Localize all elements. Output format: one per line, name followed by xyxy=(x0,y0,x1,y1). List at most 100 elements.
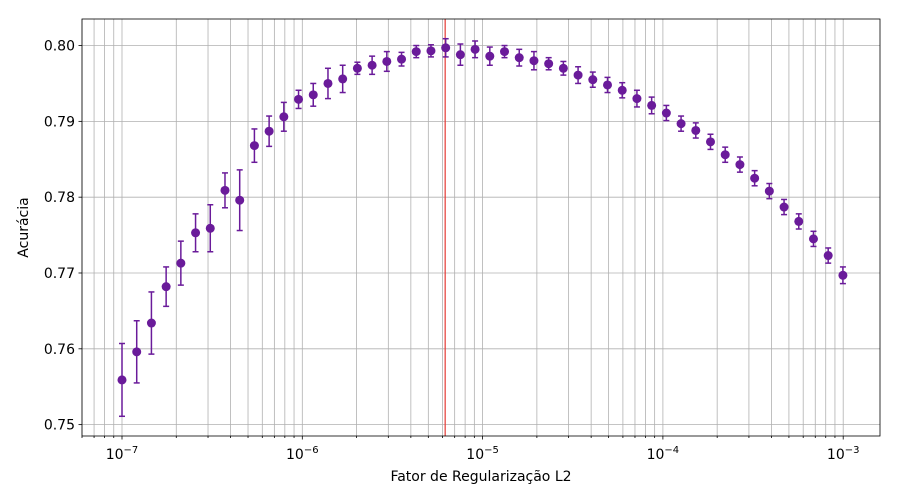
x-tick-label: 10−7 xyxy=(106,445,139,463)
data-point xyxy=(441,43,451,53)
data-point xyxy=(823,251,833,261)
data-point xyxy=(338,74,348,84)
data-point-group xyxy=(676,115,686,132)
data-point xyxy=(500,47,510,57)
x-tick-label: 10−5 xyxy=(466,445,499,463)
data-point-group xyxy=(779,198,789,216)
data-point xyxy=(661,108,671,118)
data-point xyxy=(632,94,642,104)
data-point-group xyxy=(705,133,715,151)
data-point-group xyxy=(411,44,421,59)
data-point-group xyxy=(603,76,613,94)
data-point-group xyxy=(764,182,774,200)
data-point-group xyxy=(647,96,657,115)
y-tick-label: 0.79 xyxy=(44,114,75,130)
data-point-group xyxy=(220,172,230,209)
data-point xyxy=(411,47,421,57)
data-point-group xyxy=(558,60,568,76)
data-point-group xyxy=(588,71,598,88)
data-point xyxy=(294,94,304,104)
data-point xyxy=(705,137,715,147)
data-point xyxy=(161,282,171,292)
data-point-group xyxy=(382,50,392,73)
data-layer xyxy=(117,37,848,418)
data-point xyxy=(808,234,818,244)
x-axis-label: Fator de Regularização L2 xyxy=(390,469,571,485)
data-point-group xyxy=(720,146,730,164)
data-point xyxy=(205,223,215,233)
data-point xyxy=(529,56,539,66)
data-point-group xyxy=(132,320,142,384)
data-point xyxy=(279,112,289,122)
data-point-group xyxy=(735,156,745,173)
data-point xyxy=(146,318,156,328)
data-point xyxy=(308,90,318,100)
y-tick-label: 0.75 xyxy=(44,418,75,434)
data-point xyxy=(470,44,480,54)
data-point-group xyxy=(294,89,304,110)
data-point-group xyxy=(117,342,127,418)
data-point-group xyxy=(161,266,171,308)
x-tick-label: 10−3 xyxy=(827,445,860,463)
data-point xyxy=(323,78,333,88)
data-point xyxy=(485,51,495,61)
data-point-group xyxy=(235,169,245,232)
data-point xyxy=(426,46,436,56)
data-point xyxy=(603,80,613,90)
data-point-group xyxy=(485,46,495,66)
data-point-group xyxy=(249,128,259,164)
data-point xyxy=(558,63,568,73)
data-point-group xyxy=(323,67,333,100)
x-tick-label: 10−4 xyxy=(647,445,680,463)
data-point xyxy=(779,202,789,212)
data-point-group xyxy=(691,122,701,139)
data-point xyxy=(367,60,377,70)
data-point-group xyxy=(205,204,215,253)
data-point xyxy=(382,56,392,66)
data-point xyxy=(249,141,259,151)
data-point xyxy=(588,75,598,85)
data-point xyxy=(191,228,201,238)
data-point xyxy=(176,258,186,268)
data-point-group xyxy=(426,44,436,58)
grid-layer xyxy=(81,19,880,436)
data-point-group xyxy=(441,37,451,58)
data-point-group xyxy=(529,50,539,71)
data-point xyxy=(647,100,657,110)
data-point-group xyxy=(617,81,627,99)
data-point xyxy=(794,216,804,226)
data-point-group xyxy=(573,66,583,85)
data-point xyxy=(735,160,745,170)
data-point xyxy=(117,375,127,385)
data-point-group xyxy=(176,240,186,286)
data-point xyxy=(764,186,774,196)
data-point-group xyxy=(500,44,510,59)
data-point-group xyxy=(367,55,377,76)
data-point-group xyxy=(794,213,804,230)
data-point-group xyxy=(279,101,289,132)
y-tick-label: 0.76 xyxy=(44,342,75,358)
data-point-group xyxy=(146,291,156,355)
data-point-group xyxy=(397,51,407,67)
data-point xyxy=(750,173,760,183)
y-tick-label: 0.80 xyxy=(44,39,75,55)
data-point-group xyxy=(544,56,554,71)
data-point-group xyxy=(455,43,465,66)
data-point-group xyxy=(514,48,524,67)
data-point-group xyxy=(750,169,760,187)
plot-frame xyxy=(81,18,881,437)
data-point-group xyxy=(808,230,818,248)
data-point xyxy=(544,59,554,69)
tick-layer: 10−7 10−6 10−5 10−4 10−3 0.75 0.76 0.77 0.78 0.79… xyxy=(44,39,860,463)
data-point-group xyxy=(338,64,348,94)
y-tick-label: 0.78 xyxy=(44,190,75,206)
data-point-group xyxy=(661,104,671,122)
x-tick-label: 10−6 xyxy=(286,445,319,463)
data-point-group xyxy=(470,40,480,59)
data-point xyxy=(235,195,245,205)
data-point-group xyxy=(191,213,201,253)
data-point xyxy=(617,85,627,95)
data-point xyxy=(132,347,142,357)
data-point-group xyxy=(264,115,274,148)
